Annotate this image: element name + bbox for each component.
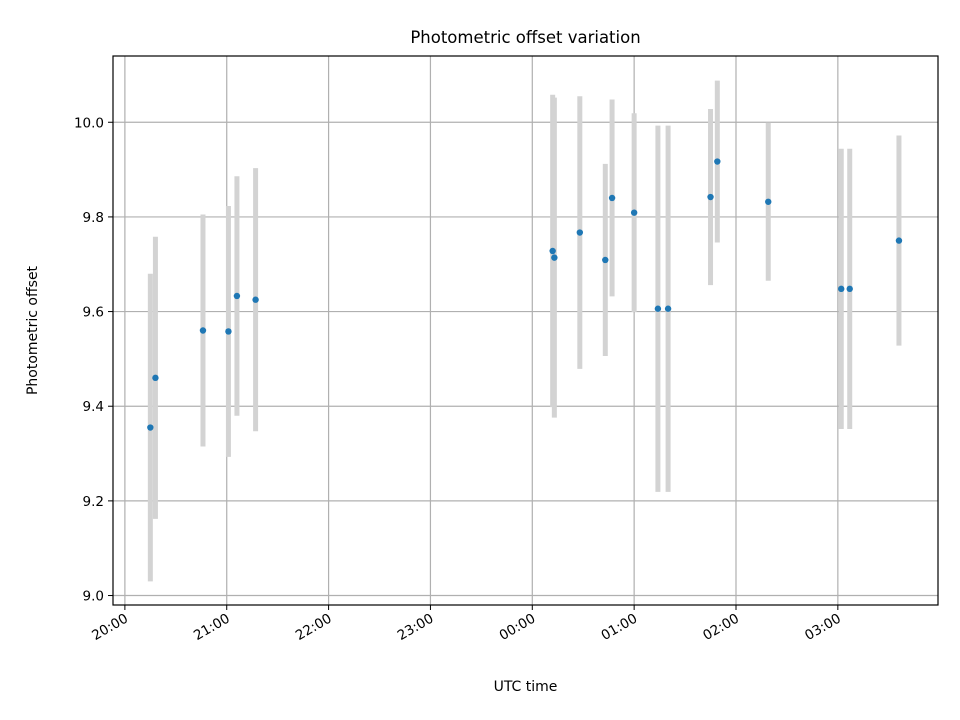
- data-point: [608, 194, 616, 202]
- data-point: [765, 198, 772, 205]
- x-tick-label: 20:00: [89, 611, 131, 644]
- data-point: [152, 374, 159, 382]
- data-point: [664, 305, 672, 312]
- data-point: [551, 254, 558, 261]
- data-point: [846, 285, 853, 293]
- x-axis-label: UTC time: [494, 679, 558, 695]
- data-point: [630, 209, 638, 216]
- y-axis-label: Photometric offset: [25, 265, 41, 395]
- x-tick-label: 03:00: [802, 611, 844, 644]
- y-tick-label: 9.4: [83, 399, 104, 415]
- y-tick-label: 9.8: [83, 210, 104, 226]
- data-point: [707, 193, 714, 201]
- data-point: [199, 327, 207, 334]
- x-tick-label: 22:00: [293, 611, 335, 644]
- x-tick-label: 23:00: [395, 611, 437, 644]
- y-tick-label: 9.2: [83, 494, 104, 510]
- data-point: [549, 247, 556, 255]
- y-tick-label: 9.6: [83, 305, 104, 321]
- y-tick-label: 9.0: [83, 589, 104, 605]
- x-tick-label: 21:00: [191, 611, 233, 644]
- x-tick-label: 02:00: [700, 611, 742, 644]
- data-point: [576, 229, 584, 236]
- chart-title: Photometric offset variation: [410, 28, 640, 47]
- data-point: [602, 256, 609, 264]
- data-points: [147, 158, 903, 431]
- data-point: [233, 292, 241, 300]
- data-point: [654, 305, 662, 312]
- data-point: [714, 158, 721, 165]
- x-axis-ticks: 20:00 21:00 22:00 23:00 00:00 01:00 02:00 03:00: [89, 605, 844, 644]
- plot-frame: [112, 55, 939, 606]
- data-point: [147, 424, 154, 431]
- y-tick-label: 10.0: [74, 115, 104, 131]
- data-point: [252, 296, 259, 303]
- data-point: [838, 285, 845, 293]
- y-axis-ticks: 9.0 9.2 9.4 9.6 9.8 10.0: [74, 115, 113, 605]
- x-tick-label: 00:00: [497, 611, 539, 644]
- data-point: [225, 328, 232, 335]
- error-bars: [147, 80, 902, 582]
- data-point: [895, 237, 903, 244]
- x-tick-label: 01:00: [598, 611, 640, 644]
